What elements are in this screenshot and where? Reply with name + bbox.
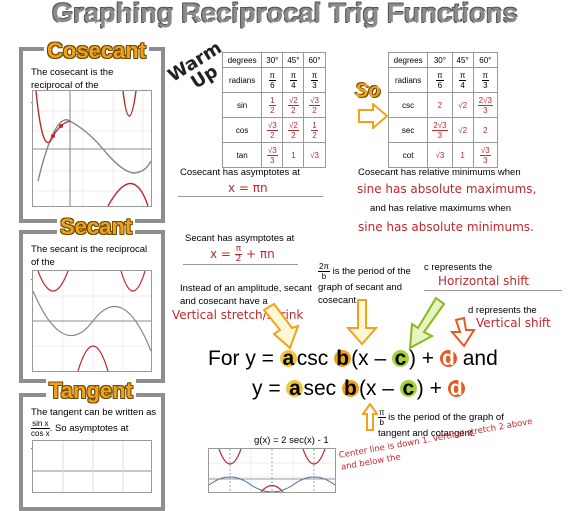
so-label: So <box>355 80 381 102</box>
cosecant-title: Cosecant <box>44 38 150 64</box>
csc-min-answer: sine has absolute maximums, <box>357 182 537 196</box>
sec-asymptote-line <box>183 264 298 265</box>
arrows <box>262 296 476 350</box>
page-title: Graphing Reciprocal Trig Functions <box>52 0 518 28</box>
up-arrow <box>362 403 378 431</box>
d-text: d represents the <box>468 305 537 316</box>
sin-over-cos: sin x cos x <box>31 419 50 438</box>
csc-max-text: and has relative maximums when <box>370 203 511 214</box>
equation-line-2: y = a sec b(x – c) + d <box>252 377 465 401</box>
so-arrow <box>358 103 388 129</box>
c-text: c represents the <box>424 262 493 273</box>
csc-asymptote-answer: x = πn <box>228 181 268 195</box>
sec-asymptote-text: Secant has asymptotes at <box>185 233 295 244</box>
csc-asymptote-text: Cosecant has asymptotes at <box>180 167 300 178</box>
equation-line-1: For y = a csc b(x – c) + d and <box>208 347 498 370</box>
csc-max-answer: sine has absolute minimums. <box>358 220 534 234</box>
cosecant-graph <box>32 90 152 207</box>
csc-min-text: Cosecant has relative minimums when <box>358 167 521 178</box>
csc-asymptote-line <box>178 196 323 197</box>
amplitude-text: Instead of an amplitude, secant and cose… <box>180 283 313 307</box>
period-csc-sec: 2π b is the period of the graph of secant… <box>318 262 411 306</box>
g-label: g(x) = 2 sec(x) - 1 <box>254 435 329 446</box>
tangent-text-1: The tangent can be written as <box>31 407 157 418</box>
c-line <box>424 290 562 291</box>
tangent-title: Tangent <box>46 378 136 404</box>
c-answer: Horizontal shift <box>438 274 529 288</box>
secant-graph <box>32 270 152 372</box>
secant-title: Secant <box>57 214 136 240</box>
tangent-graph <box>32 440 152 493</box>
g-graph <box>208 448 336 493</box>
d-answer: Vertical shift <box>476 316 551 330</box>
